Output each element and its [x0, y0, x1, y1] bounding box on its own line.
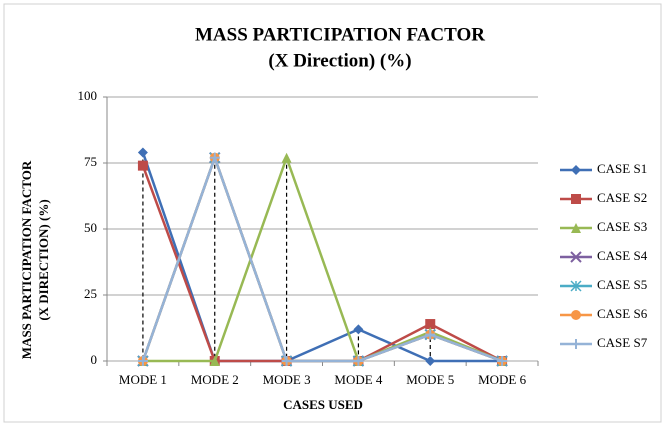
marker-shape — [137, 160, 148, 171]
y-tick-label: 75 — [84, 154, 97, 169]
marker-shape — [571, 194, 581, 204]
marker-shape — [570, 251, 582, 263]
marker — [137, 147, 148, 158]
x-tick-label: MODE 3 — [263, 372, 311, 387]
marker — [209, 152, 220, 163]
marker — [353, 324, 364, 335]
marker-shape — [571, 165, 581, 175]
legend-label: CASE S7 — [597, 335, 648, 350]
y-tick-label: 100 — [78, 88, 98, 103]
marker-shape — [353, 324, 364, 335]
marker — [281, 152, 292, 163]
marker — [571, 165, 581, 175]
series-line — [141, 153, 503, 363]
legend-label: CASE S6 — [597, 306, 648, 321]
chart-border — [3, 3, 662, 423]
legend-label: CASE S2 — [597, 190, 647, 205]
marker — [425, 329, 436, 340]
marker — [570, 251, 582, 263]
x-tick-label: MODE 1 — [119, 372, 167, 387]
marker — [571, 194, 581, 204]
marker — [571, 339, 581, 349]
y-tick-label: 0 — [91, 352, 98, 367]
marker — [497, 356, 508, 366]
marker — [571, 223, 581, 233]
chart-title: MASS PARTICIPATION FACTOR — [195, 24, 485, 45]
marker — [570, 280, 582, 292]
marker — [425, 356, 436, 366]
marker — [209, 356, 220, 366]
x-axis-label: CASES USED — [283, 397, 363, 412]
series-line — [142, 153, 503, 363]
x-tick-label: MODE 4 — [334, 372, 383, 387]
x-tick-label: MODE 6 — [478, 372, 527, 387]
marker — [281, 356, 292, 366]
legend-label: CASE S1 — [597, 161, 647, 176]
marker-shape — [571, 223, 581, 233]
marker-shape — [425, 319, 436, 330]
marker-shape — [137, 147, 148, 158]
marker — [353, 356, 364, 366]
x-tick-label: MODE 2 — [191, 372, 239, 387]
marker-shape — [425, 356, 436, 366]
chart-title: (X Direction) (%) — [268, 50, 411, 71]
marker-shape — [209, 356, 220, 366]
marker — [137, 160, 148, 171]
marker-shape — [571, 310, 581, 320]
y-axis-label: MASS PARTICIPATION FACTOR — [19, 160, 34, 359]
legend-label: CASE S4 — [597, 248, 648, 263]
marker — [137, 356, 148, 366]
marker — [571, 310, 581, 320]
legend-label: CASE S5 — [597, 277, 647, 292]
y-tick-label: 25 — [84, 286, 97, 301]
marker — [425, 319, 436, 330]
marker-shape — [281, 152, 292, 163]
y-tick-label: 50 — [84, 220, 97, 235]
y-axis-label: (X DIRECTION) (%) — [36, 199, 51, 320]
legend-label: CASE S3 — [597, 219, 647, 234]
x-tick-label: MODE 5 — [406, 372, 454, 387]
